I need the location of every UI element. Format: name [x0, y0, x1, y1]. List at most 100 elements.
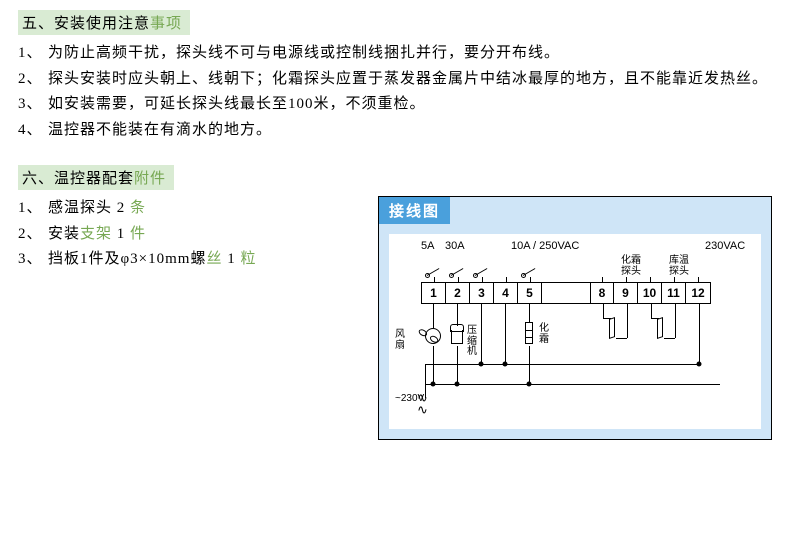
list-item: 3、挡板1件及φ3×10mm螺丝 1 粒 [18, 247, 378, 273]
heater-icon [525, 322, 533, 344]
node-icon [503, 362, 508, 367]
terminal-strip: 1 2 3 4 5 8 9 10 11 12 [421, 282, 711, 304]
t: 感温探头 2 [48, 200, 130, 216]
wire [627, 304, 628, 318]
list-item: 2、安装支架 1 件 [18, 222, 378, 248]
wiring-title-bar: 接线图 [379, 197, 771, 224]
list-body: 为防止高频干扰，探头线不可与电源线或控制线捆扎并行，要分开布线。 [48, 41, 772, 67]
wire [603, 304, 604, 318]
section6-list: 1、感温探头 2 条 2、安装支架 1 件 3、挡板1件及φ3×10mm螺丝 1… [18, 196, 378, 273]
terminal: 11 [662, 283, 686, 303]
wire [425, 384, 720, 385]
wire [651, 318, 659, 319]
t: 1 [222, 251, 240, 267]
wiring-title: 接线图 [379, 197, 450, 224]
label-defrost-probe: 化霜 探头 [621, 256, 641, 277]
t: 件 [130, 226, 146, 242]
list-number: 2、 [18, 222, 48, 248]
terminal-num: 3 [478, 286, 485, 300]
list-number: 2、 [18, 67, 48, 93]
wire [457, 304, 458, 326]
terminal-num: 12 [691, 286, 704, 300]
terminal: 9 [614, 283, 638, 303]
wire [699, 304, 700, 364]
t: 1 [112, 226, 130, 242]
node-icon [479, 362, 484, 367]
ratings-row: 5A 30A 10A / 250VAC 230VAC [421, 240, 751, 254]
list-body: 安装支架 1 件 [48, 222, 378, 248]
rating-230vac: 230VAC [705, 240, 745, 252]
t: 丝 [206, 251, 222, 267]
terminal: 3 [470, 283, 494, 303]
terminal: 4 [494, 283, 518, 303]
wire [425, 364, 426, 398]
t: 条 [130, 200, 146, 216]
section5-title-accent: 事项 [150, 16, 182, 32]
label-compressor: 压 缩 机 [467, 326, 477, 358]
rating-5a: 5A [421, 240, 434, 252]
terminal-num: 5 [526, 286, 533, 300]
terminal: 8 [590, 283, 614, 303]
wire [425, 364, 700, 365]
section5-title-prefix: 五、安装使用注意 [22, 16, 150, 32]
node-icon [697, 362, 702, 367]
list-number: 3、 [18, 92, 48, 118]
wire [529, 304, 530, 322]
terminal: 10 [638, 283, 662, 303]
terminal: 1 [422, 283, 446, 303]
list-number: 1、 [18, 41, 48, 67]
wire [529, 346, 530, 384]
list-number: 4、 [18, 118, 48, 144]
list-body: 如安装需要，可延长探头线最长至100米，不须重检。 [48, 92, 772, 118]
node-icon [527, 382, 532, 387]
list-body: 探头安装时应头朝上、线朝下；化霜探头应置于蒸发器金属片中结冰最厚的地方，且不能靠… [48, 67, 772, 93]
section5-header: 五、安装使用注意事项 [18, 10, 190, 35]
list-number: 1、 [18, 196, 48, 222]
list-item: 4、温控器不能装在有滴水的地方。 [18, 118, 772, 144]
section6-header: 六、温控器配套附件 [18, 165, 174, 190]
terminal: 5 [518, 283, 542, 303]
terminal-num: 11 [667, 286, 680, 300]
section6-title-prefix: 六、温控器配套 [22, 171, 134, 187]
label-heater: 化 霜 [539, 324, 549, 345]
lower-row: 1、感温探头 2 条 2、安装支架 1 件 3、挡板1件及φ3×10mm螺丝 1… [18, 196, 772, 440]
section5-list: 1、为防止高频干扰，探头线不可与电源线或控制线捆扎并行，要分开布线。 2、探头安… [18, 41, 772, 143]
wire [627, 318, 628, 338]
t: 安装 [48, 226, 80, 242]
terminal-num: 8 [599, 286, 606, 300]
wire [603, 318, 611, 319]
probe-icon [657, 317, 663, 339]
terminal: 12 [686, 283, 710, 303]
wire [616, 338, 627, 339]
wiring-body: 5A 30A 10A / 250VAC 230VAC 化霜 探头 库温 探头 1… [389, 234, 761, 429]
wire [505, 304, 506, 364]
terminal-num: 1 [430, 286, 437, 300]
list-item: 2、探头安装时应头朝上、线朝下；化霜探头应置于蒸发器金属片中结冰最厚的地方，且不… [18, 67, 772, 93]
t: 粒 [240, 251, 256, 267]
wire [651, 304, 652, 318]
terminal: 2 [446, 283, 470, 303]
t: 挡板1件及φ3×10mm螺 [48, 251, 206, 267]
t: 支架 [80, 226, 112, 242]
list-body: 挡板1件及φ3×10mm螺丝 1 粒 [48, 247, 378, 273]
wire [664, 338, 675, 339]
wiring-diagram: 接线图 5A 30A 10A / 250VAC 230VAC 化霜 探头 库温 … [378, 196, 772, 440]
node-icon [455, 382, 460, 387]
fan-icon [425, 328, 441, 344]
list-item: 1、为防止高频干扰，探头线不可与电源线或控制线捆扎并行，要分开布线。 [18, 41, 772, 67]
label-fan: 风 扇 [395, 330, 405, 351]
rating-10a: 10A / 250VAC [511, 240, 579, 252]
wire [457, 346, 458, 384]
wire [433, 346, 434, 384]
probe-icon [609, 317, 615, 339]
list-number: 3、 [18, 247, 48, 273]
list-item: 3、如安装需要，可延长探头线最长至100米，不须重检。 [18, 92, 772, 118]
wire [481, 304, 482, 364]
terminal-num: 10 [643, 286, 656, 300]
wire [675, 304, 676, 318]
list-item: 1、感温探头 2 条 [18, 196, 378, 222]
node-icon [431, 382, 436, 387]
tilde-icon: ∿ [417, 402, 428, 418]
terminal-num: 4 [502, 286, 509, 300]
list-body: 感温探头 2 条 [48, 196, 378, 222]
